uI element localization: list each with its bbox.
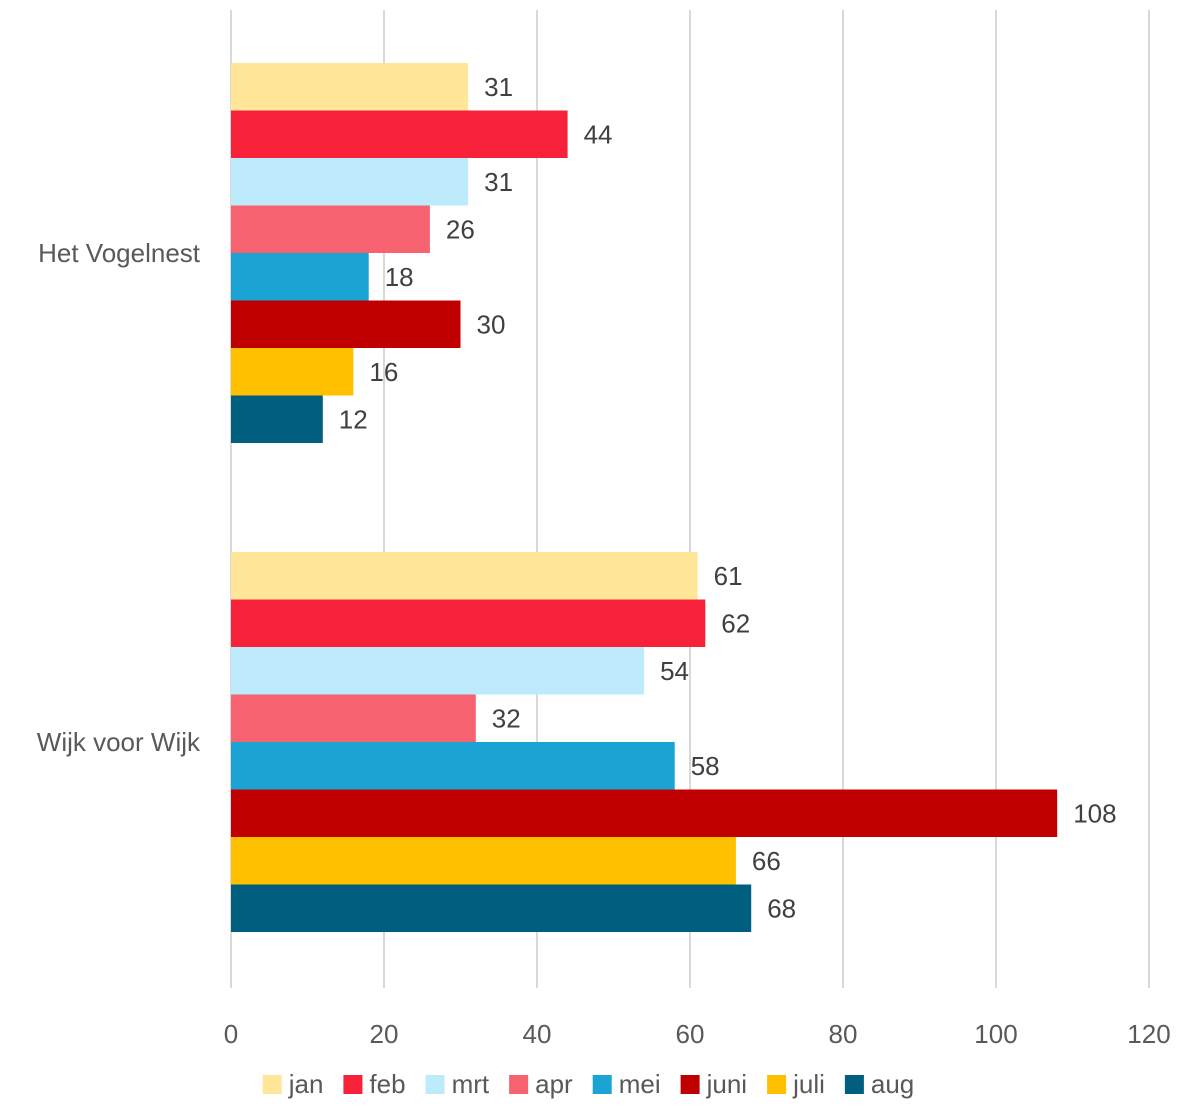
legend-label-juni: juni xyxy=(706,1069,747,1099)
data-label-1-juni: 108 xyxy=(1073,798,1116,828)
x-tick-label-0: 0 xyxy=(224,1019,238,1049)
legend-label-mei: mei xyxy=(619,1069,661,1099)
x-tick-label-20: 20 xyxy=(370,1019,399,1049)
legend-swatch-aug xyxy=(844,1075,864,1094)
bar-0-jan xyxy=(231,63,469,111)
legend-label-feb: feb xyxy=(369,1069,405,1099)
data-label-1-jan: 61 xyxy=(714,561,743,591)
data-label-0-mrt: 31 xyxy=(484,167,513,197)
bar-1-apr xyxy=(231,694,476,742)
legend-label-apr: apr xyxy=(535,1069,573,1099)
data-label-1-aug: 68 xyxy=(767,893,796,923)
x-axis-tick-labels: 0 20 40 60 80 100 120 xyxy=(224,1019,1171,1049)
data-label-1-feb: 62 xyxy=(721,608,750,638)
bar-1-juni xyxy=(231,789,1058,837)
data-label-0-apr: 26 xyxy=(446,214,475,244)
bar-1-mei xyxy=(231,742,675,790)
legend-swatch-feb xyxy=(343,1075,363,1094)
x-tick-label-60: 60 xyxy=(676,1019,705,1049)
x-tick-label-120: 120 xyxy=(1127,1019,1170,1049)
bar-0-apr xyxy=(231,205,430,253)
category-label-0: Het Vogelnest xyxy=(38,238,201,268)
legend-swatch-juli xyxy=(767,1075,787,1094)
data-label-1-mei: 58 xyxy=(691,751,720,781)
bar-1-jan xyxy=(231,552,698,600)
bar-0-aug xyxy=(231,395,323,443)
legend-swatch-juni xyxy=(680,1075,700,1094)
bar-1-mrt xyxy=(231,647,645,695)
data-label-1-mrt: 54 xyxy=(660,656,689,686)
data-label-0-juli: 16 xyxy=(369,357,398,387)
bars xyxy=(231,63,1058,932)
data-label-0-aug: 12 xyxy=(339,404,368,434)
legend-swatch-mei xyxy=(592,1075,612,1094)
legend-label-juli: juli xyxy=(792,1069,825,1099)
legend-label-jan: jan xyxy=(288,1069,324,1099)
bar-1-juli xyxy=(231,837,736,885)
category-labels: Het Vogelnest Wijk voor Wijk xyxy=(37,238,201,757)
legend: jan feb mrt apr mei juni juli aug xyxy=(262,1069,914,1099)
bar-1-feb xyxy=(231,599,706,647)
x-tick-label-80: 80 xyxy=(829,1019,858,1049)
legend-swatch-mrt xyxy=(425,1075,445,1094)
bar-0-mei xyxy=(231,253,369,301)
x-tick-label-40: 40 xyxy=(523,1019,552,1049)
legend-label-mrt: mrt xyxy=(452,1069,490,1099)
data-label-0-mei: 18 xyxy=(385,262,414,292)
x-tick-label-100: 100 xyxy=(974,1019,1017,1049)
legend-label-aug: aug xyxy=(871,1069,914,1099)
data-label-0-jan: 31 xyxy=(484,72,513,102)
bar-1-aug xyxy=(231,884,752,932)
data-label-1-apr: 32 xyxy=(492,703,521,733)
legend-swatch-apr xyxy=(509,1075,529,1094)
bar-0-mrt xyxy=(231,158,469,206)
data-label-0-juni: 30 xyxy=(477,309,506,339)
bar-0-feb xyxy=(231,110,568,158)
legend-swatch-jan xyxy=(262,1075,282,1094)
data-label-1-juli: 66 xyxy=(752,846,781,876)
data-label-0-feb: 44 xyxy=(584,119,613,149)
bar-0-juni xyxy=(231,300,461,348)
category-label-1: Wijk voor Wijk xyxy=(37,727,201,757)
bar-0-juli xyxy=(231,348,354,396)
